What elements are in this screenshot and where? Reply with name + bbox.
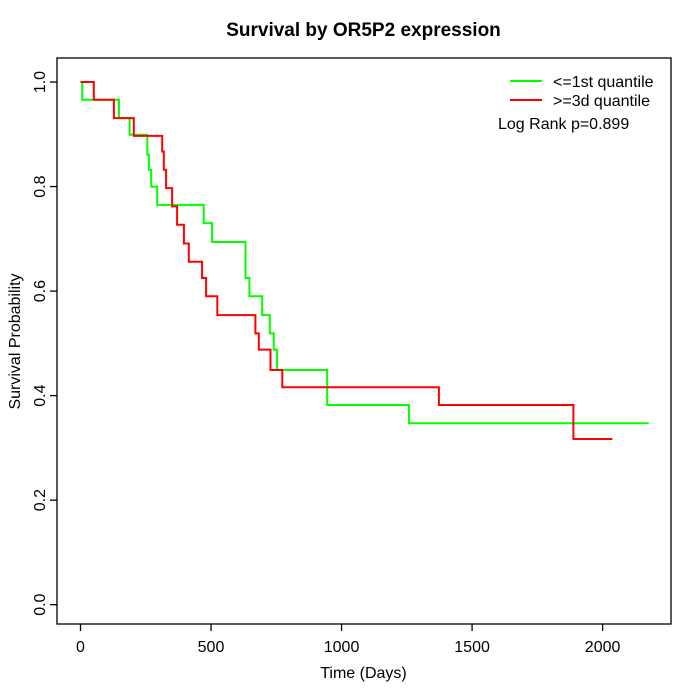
chart-title: Survival by OR5P2 expression xyxy=(226,20,501,41)
legend-label-ge-3d-quantile: >=3d quantile xyxy=(553,93,650,110)
survival-curves-layer xyxy=(80,81,649,440)
x-axis-tick-label: 1000 xyxy=(324,639,360,656)
y-axis-tick-label: 1.0 xyxy=(32,71,49,93)
y-axis-tick-label: 0.2 xyxy=(32,489,49,511)
x-axis-tick-label: 500 xyxy=(198,639,225,656)
plot-box xyxy=(56,57,672,625)
axis-ticks-layer: 0 500 1000 1500 2000 0.0 0.2 0.4 0.6 0.8 1.0 xyxy=(32,71,621,656)
y-axis-tick-label: 0.8 xyxy=(32,175,49,197)
log-rank-annotation: Log Rank p=0.899 xyxy=(498,116,629,133)
x-axis-tick-label: 0 xyxy=(76,639,85,656)
survival-curve-ge-3d-quantile xyxy=(80,81,613,440)
survival-curve-le-1st-quantile xyxy=(80,81,649,425)
y-axis-title: Survival Probability xyxy=(7,273,24,409)
y-axis-tick-label: 0.4 xyxy=(32,384,49,406)
x-axis-title: Time (Days) xyxy=(320,665,407,682)
x-axis-tick-label: 2000 xyxy=(585,639,621,656)
y-axis-tick-label: 0.6 xyxy=(32,280,49,302)
y-axis-tick-label: 0.0 xyxy=(32,593,49,615)
legend: <=1st quantile >=3d quantile xyxy=(510,74,654,110)
x-axis-tick-label: 1500 xyxy=(454,639,490,656)
legend-label-le-1st-quantile: <=1st quantile xyxy=(553,74,654,91)
